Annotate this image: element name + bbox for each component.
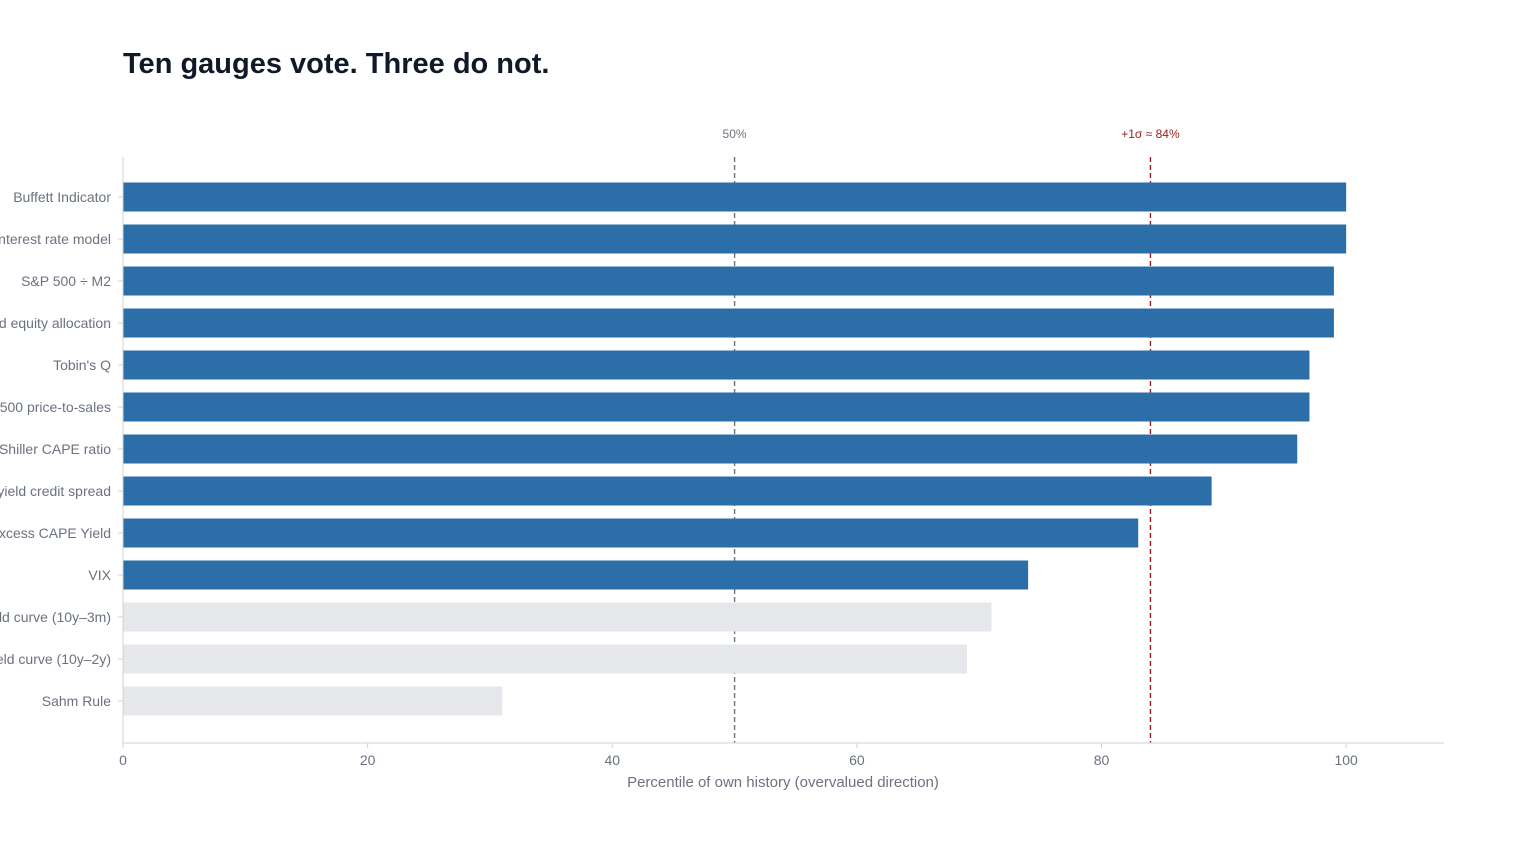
bar-10 [123,602,992,632]
x-axis: 0 20 40 60 80 100 [119,742,1444,768]
bar-7 [123,476,1212,506]
x-tick-label-2: 40 [604,752,620,768]
x-tick-label-0: 0 [119,752,127,768]
bar-5 [123,392,1310,422]
x-tick-label-1: 20 [360,752,376,768]
y-tick-label-12: Sahm Rule [42,693,111,709]
bar-1 [123,224,1347,254]
y-axis: Buffett Indicator Interest rate model S&P … [0,157,124,743]
y-tick-label-5: S&P 500 price-to-sales [0,399,111,415]
bar-11 [123,644,967,674]
y-tick-label-4: Tobin's Q [53,357,111,373]
bar-0 [123,182,1347,212]
bars [123,182,1347,716]
y-tick-label-3: Household equity allocation [0,315,111,331]
y-tick-label-11: Yield curve (10y–2y) [0,651,111,667]
reference-line-label-1: +1σ ≈ 84% [1121,127,1180,141]
bar-6 [123,434,1298,464]
bar-9 [123,560,1029,590]
bar-2 [123,266,1334,296]
chart-title: Ten gauges vote. Three do not. [123,48,550,80]
bar-8 [123,518,1139,548]
y-tick-label-1: Interest rate model [0,231,111,247]
x-tick-label-3: 60 [849,752,865,768]
y-tick-label-7: High-yield credit spread [0,483,111,499]
x-tick-label-5: 100 [1334,752,1358,768]
y-tick-label-0: Buffett Indicator [13,189,111,205]
y-tick-label-8: Excess CAPE Yield [0,525,111,541]
y-tick-label-6: Shiller CAPE ratio [0,441,111,457]
bar-3 [123,308,1334,338]
bar-12 [123,686,503,716]
bar-4 [123,350,1310,380]
y-tick-label-9: VIX [88,567,111,583]
reference-line-label-0: 50% [723,127,747,141]
x-axis-label: Percentile of own history (overvalued di… [627,774,939,791]
x-tick-label-4: 80 [1094,752,1110,768]
y-tick-label-2: S&P 500 ÷ M2 [21,273,111,289]
y-tick-label-10: Yield curve (10y–3m) [0,609,111,625]
